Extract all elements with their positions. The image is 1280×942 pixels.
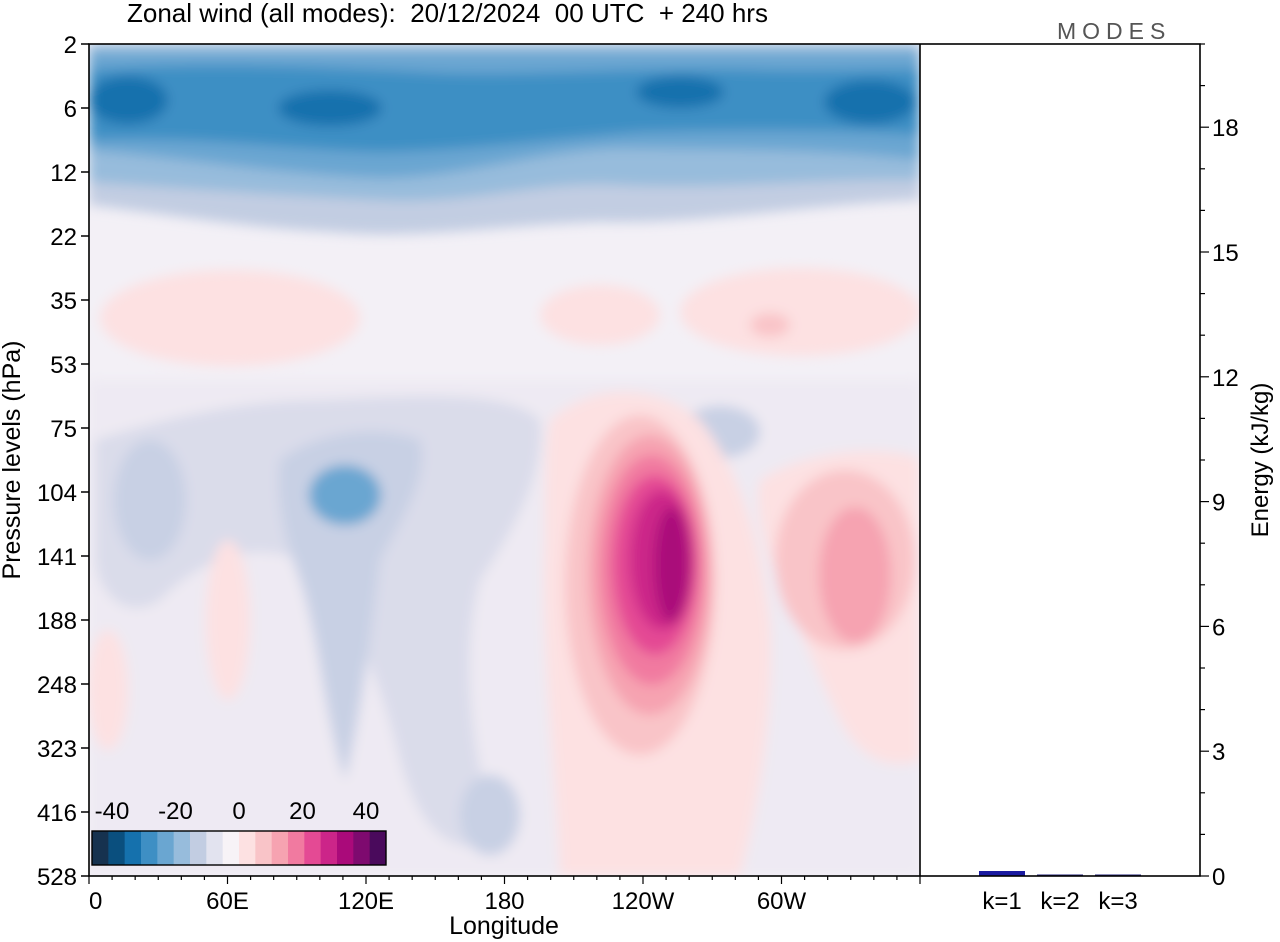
longitude-tick-label: 180 bbox=[484, 888, 524, 915]
wavenumber-label: k=3 bbox=[1098, 888, 1137, 915]
energy-axis-label: Energy (kJ/kg) bbox=[1247, 383, 1274, 538]
pressure-tick-label: 188 bbox=[37, 608, 77, 635]
colorbar-swatch bbox=[108, 831, 126, 865]
colorbar-swatch bbox=[353, 831, 371, 865]
energy-tick-label: 3 bbox=[1212, 739, 1225, 766]
colorbar-tick-label: -20 bbox=[158, 798, 193, 825]
colorbar-swatch bbox=[173, 831, 191, 865]
pressure-tick-label: 6 bbox=[64, 96, 77, 123]
longitude-axis: 0 60E 120E 180 120W 60W bbox=[88, 876, 921, 915]
pressure-tick-label: 22 bbox=[50, 224, 77, 251]
pressure-tick-label: 35 bbox=[50, 288, 77, 315]
energy-tick-label: 6 bbox=[1212, 614, 1225, 641]
colorbar-swatch bbox=[255, 831, 273, 865]
region-easterly-trop-1 bbox=[95, 396, 541, 847]
pressure-tick-label: 416 bbox=[37, 800, 77, 827]
region-easterly-max-4 bbox=[824, 80, 916, 124]
longitude-tick-label: 60E bbox=[206, 888, 249, 915]
region-westerly-strat-4 bbox=[750, 313, 790, 337]
colorbar-swatch bbox=[369, 831, 387, 865]
longitude-tick-label: 60W bbox=[757, 888, 807, 915]
colorbar-tick-label: -40 bbox=[95, 798, 130, 825]
region-westerly-pocket-1 bbox=[206, 540, 250, 700]
energy-panel bbox=[920, 44, 1200, 876]
region-easterly-max-1 bbox=[89, 76, 168, 124]
region-westerly-core-7 bbox=[654, 507, 690, 623]
region-easterly-trop-4 bbox=[309, 465, 381, 525]
region-westerly-lobe-3 bbox=[819, 507, 891, 643]
region-westerly-strat-2 bbox=[680, 268, 920, 356]
pressure-tick-label: 75 bbox=[50, 416, 77, 443]
pressure-tick-label: 323 bbox=[37, 736, 77, 763]
chart-title: Zonal wind (all modes): 20/12/2024 00 UT… bbox=[127, 0, 768, 28]
colorbar-frame bbox=[91, 830, 387, 866]
colorbar-tick-label: 0 bbox=[232, 798, 245, 825]
pressure-tick-label: 528 bbox=[37, 864, 77, 891]
region-easterly-max-2 bbox=[278, 90, 382, 126]
wavenumber-axis: k=1 k=2 k=3 bbox=[982, 888, 1137, 915]
colorbar-swatch bbox=[337, 831, 354, 865]
energy-tick-label: 18 bbox=[1212, 115, 1239, 142]
colorbar-swatch bbox=[222, 831, 240, 865]
colorbar-swatch bbox=[271, 831, 289, 865]
region-easterly-trop-2 bbox=[278, 431, 422, 780]
energy-axis: 0 3 6 9 12 15 18 bbox=[1200, 43, 1239, 891]
colorbar-swatch bbox=[206, 831, 224, 865]
x-axis-label: Longitude bbox=[449, 912, 559, 940]
region-westerly-strat-1 bbox=[100, 270, 360, 366]
longitude-tick-label: 120W bbox=[612, 888, 675, 915]
region-westerly-pocket-2 bbox=[89, 630, 128, 750]
colorbar-swatch bbox=[288, 831, 305, 865]
pressure-tick-label: 2 bbox=[64, 32, 77, 59]
pressure-tick-label: 141 bbox=[37, 544, 77, 571]
longitude-tick-label: 0 bbox=[89, 888, 102, 915]
colorbar-swatch bbox=[124, 831, 142, 865]
energy-tick-label: 12 bbox=[1212, 365, 1239, 392]
energy-bar bbox=[979, 871, 1025, 876]
energy-tick-label: 0 bbox=[1212, 864, 1225, 891]
pressure-tick-label: 12 bbox=[50, 160, 77, 187]
pressure-tick-label: 104 bbox=[37, 480, 77, 507]
pressure-tick-label: 53 bbox=[50, 352, 77, 379]
colorbar-tick-label: 40 bbox=[353, 798, 380, 825]
region-easterly-max-3 bbox=[636, 76, 724, 108]
region-easterly-trop-3 bbox=[114, 440, 186, 560]
colorbar-swatch bbox=[320, 831, 338, 865]
region-westerly-strat-3 bbox=[540, 285, 660, 345]
wind-field bbox=[89, 44, 920, 876]
wavenumber-label: k=2 bbox=[1040, 888, 1079, 915]
colorbar-tick-label: 20 bbox=[289, 798, 316, 825]
pressure-tick-label: 248 bbox=[37, 672, 77, 699]
wavenumber-label: k=1 bbox=[982, 888, 1021, 915]
region-easterly-trop-6 bbox=[460, 775, 520, 855]
colorbar-swatch bbox=[157, 831, 175, 865]
colorbar-swatch bbox=[141, 831, 158, 865]
energy-tick-label: 15 bbox=[1212, 240, 1239, 267]
longitude-tick-label: 120E bbox=[338, 888, 394, 915]
energy-tick-label: 9 bbox=[1212, 490, 1225, 517]
colorbar-swatch bbox=[92, 831, 109, 865]
pressure-axis: 2 6 12 22 35 53 75 104 141 188 248 323 416 528 bbox=[37, 32, 89, 891]
colorbar-swatch bbox=[304, 831, 322, 865]
colorbar: -40 -20 0 20 40 bbox=[91, 798, 387, 866]
y-axis-label: Pressure levels (hPa) bbox=[0, 341, 26, 580]
colorbar-swatch bbox=[239, 831, 256, 865]
modes-logo: MODES bbox=[1057, 18, 1172, 44]
colorbar-swatch bbox=[190, 831, 207, 865]
